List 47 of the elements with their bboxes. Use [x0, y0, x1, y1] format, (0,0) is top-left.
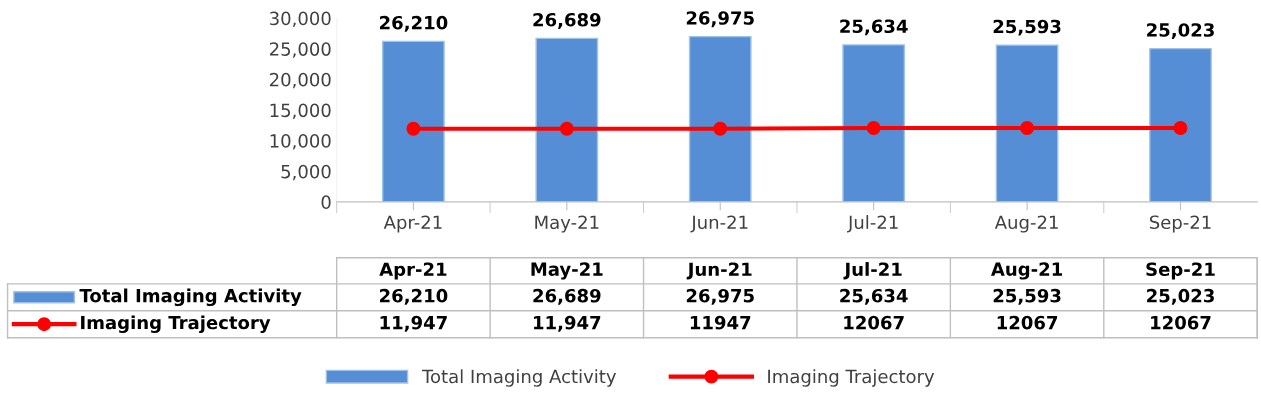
data-label: 11,947: [380, 315, 447, 332]
bar: [382, 40, 445, 202]
y-tick-label: 10,000: [270, 134, 331, 150]
data-label: 12067: [844, 315, 904, 330]
x-tick-label: Jun-21: [690, 215, 748, 233]
data-label: 26,210: [379, 288, 448, 305]
y-tick-label: 5,000: [281, 164, 331, 181]
category-label: May-21: [531, 262, 603, 280]
text: 26,210: [379, 15, 448, 32]
x-tick-label: Aug-21: [994, 215, 1058, 233]
text: 25,593: [993, 19, 1061, 36]
category-label: Apr-21: [379, 262, 447, 280]
data-label: 12067: [997, 315, 1058, 330]
y-tick-label: 0: [321, 195, 331, 210]
text: 26,975: [686, 11, 754, 28]
y-tick-label: 15,000: [270, 103, 331, 119]
y-tick-label: 25,000: [269, 42, 331, 58]
text: Total Imaging Activity: [421, 369, 617, 387]
y-tick-label: 30,000: [270, 11, 331, 28]
text: 25,634: [840, 19, 908, 36]
data-label: 26,975: [686, 288, 754, 305]
data-label: 12067: [1151, 315, 1211, 330]
data-label: 25,593: [993, 288, 1061, 305]
category-label: Sep-21: [1146, 262, 1215, 280]
text: Imaging Trajectory: [768, 369, 935, 387]
data-label: 25,634: [840, 288, 908, 305]
x-tick-label: Jul-21: [847, 215, 898, 233]
bar: [842, 44, 906, 202]
data-label: 26,689: [533, 288, 601, 305]
x-tick-label: Sep-21: [1149, 215, 1211, 233]
bar: [1149, 47, 1212, 202]
bar: [995, 44, 1059, 202]
y-tick-label: 20,000: [269, 72, 331, 89]
x-tick-label: May-21: [535, 215, 599, 233]
legend-label: Imaging Trajectory: [81, 315, 271, 334]
category-label: Jul-21: [843, 262, 902, 280]
legend-label: Total Imaging Activity: [79, 288, 302, 307]
bar: [688, 35, 752, 202]
category-label: Jun-21: [686, 262, 752, 280]
data-label: 11,947: [534, 315, 601, 332]
text: 26,689: [533, 12, 601, 29]
data-label: 11947: [690, 315, 751, 330]
x-tick-label: Apr-21: [383, 215, 442, 233]
data-label: 25,023: [1147, 288, 1214, 305]
category-label: Aug-21: [990, 262, 1063, 280]
text: 25,023: [1147, 23, 1214, 40]
bar: [535, 37, 599, 202]
